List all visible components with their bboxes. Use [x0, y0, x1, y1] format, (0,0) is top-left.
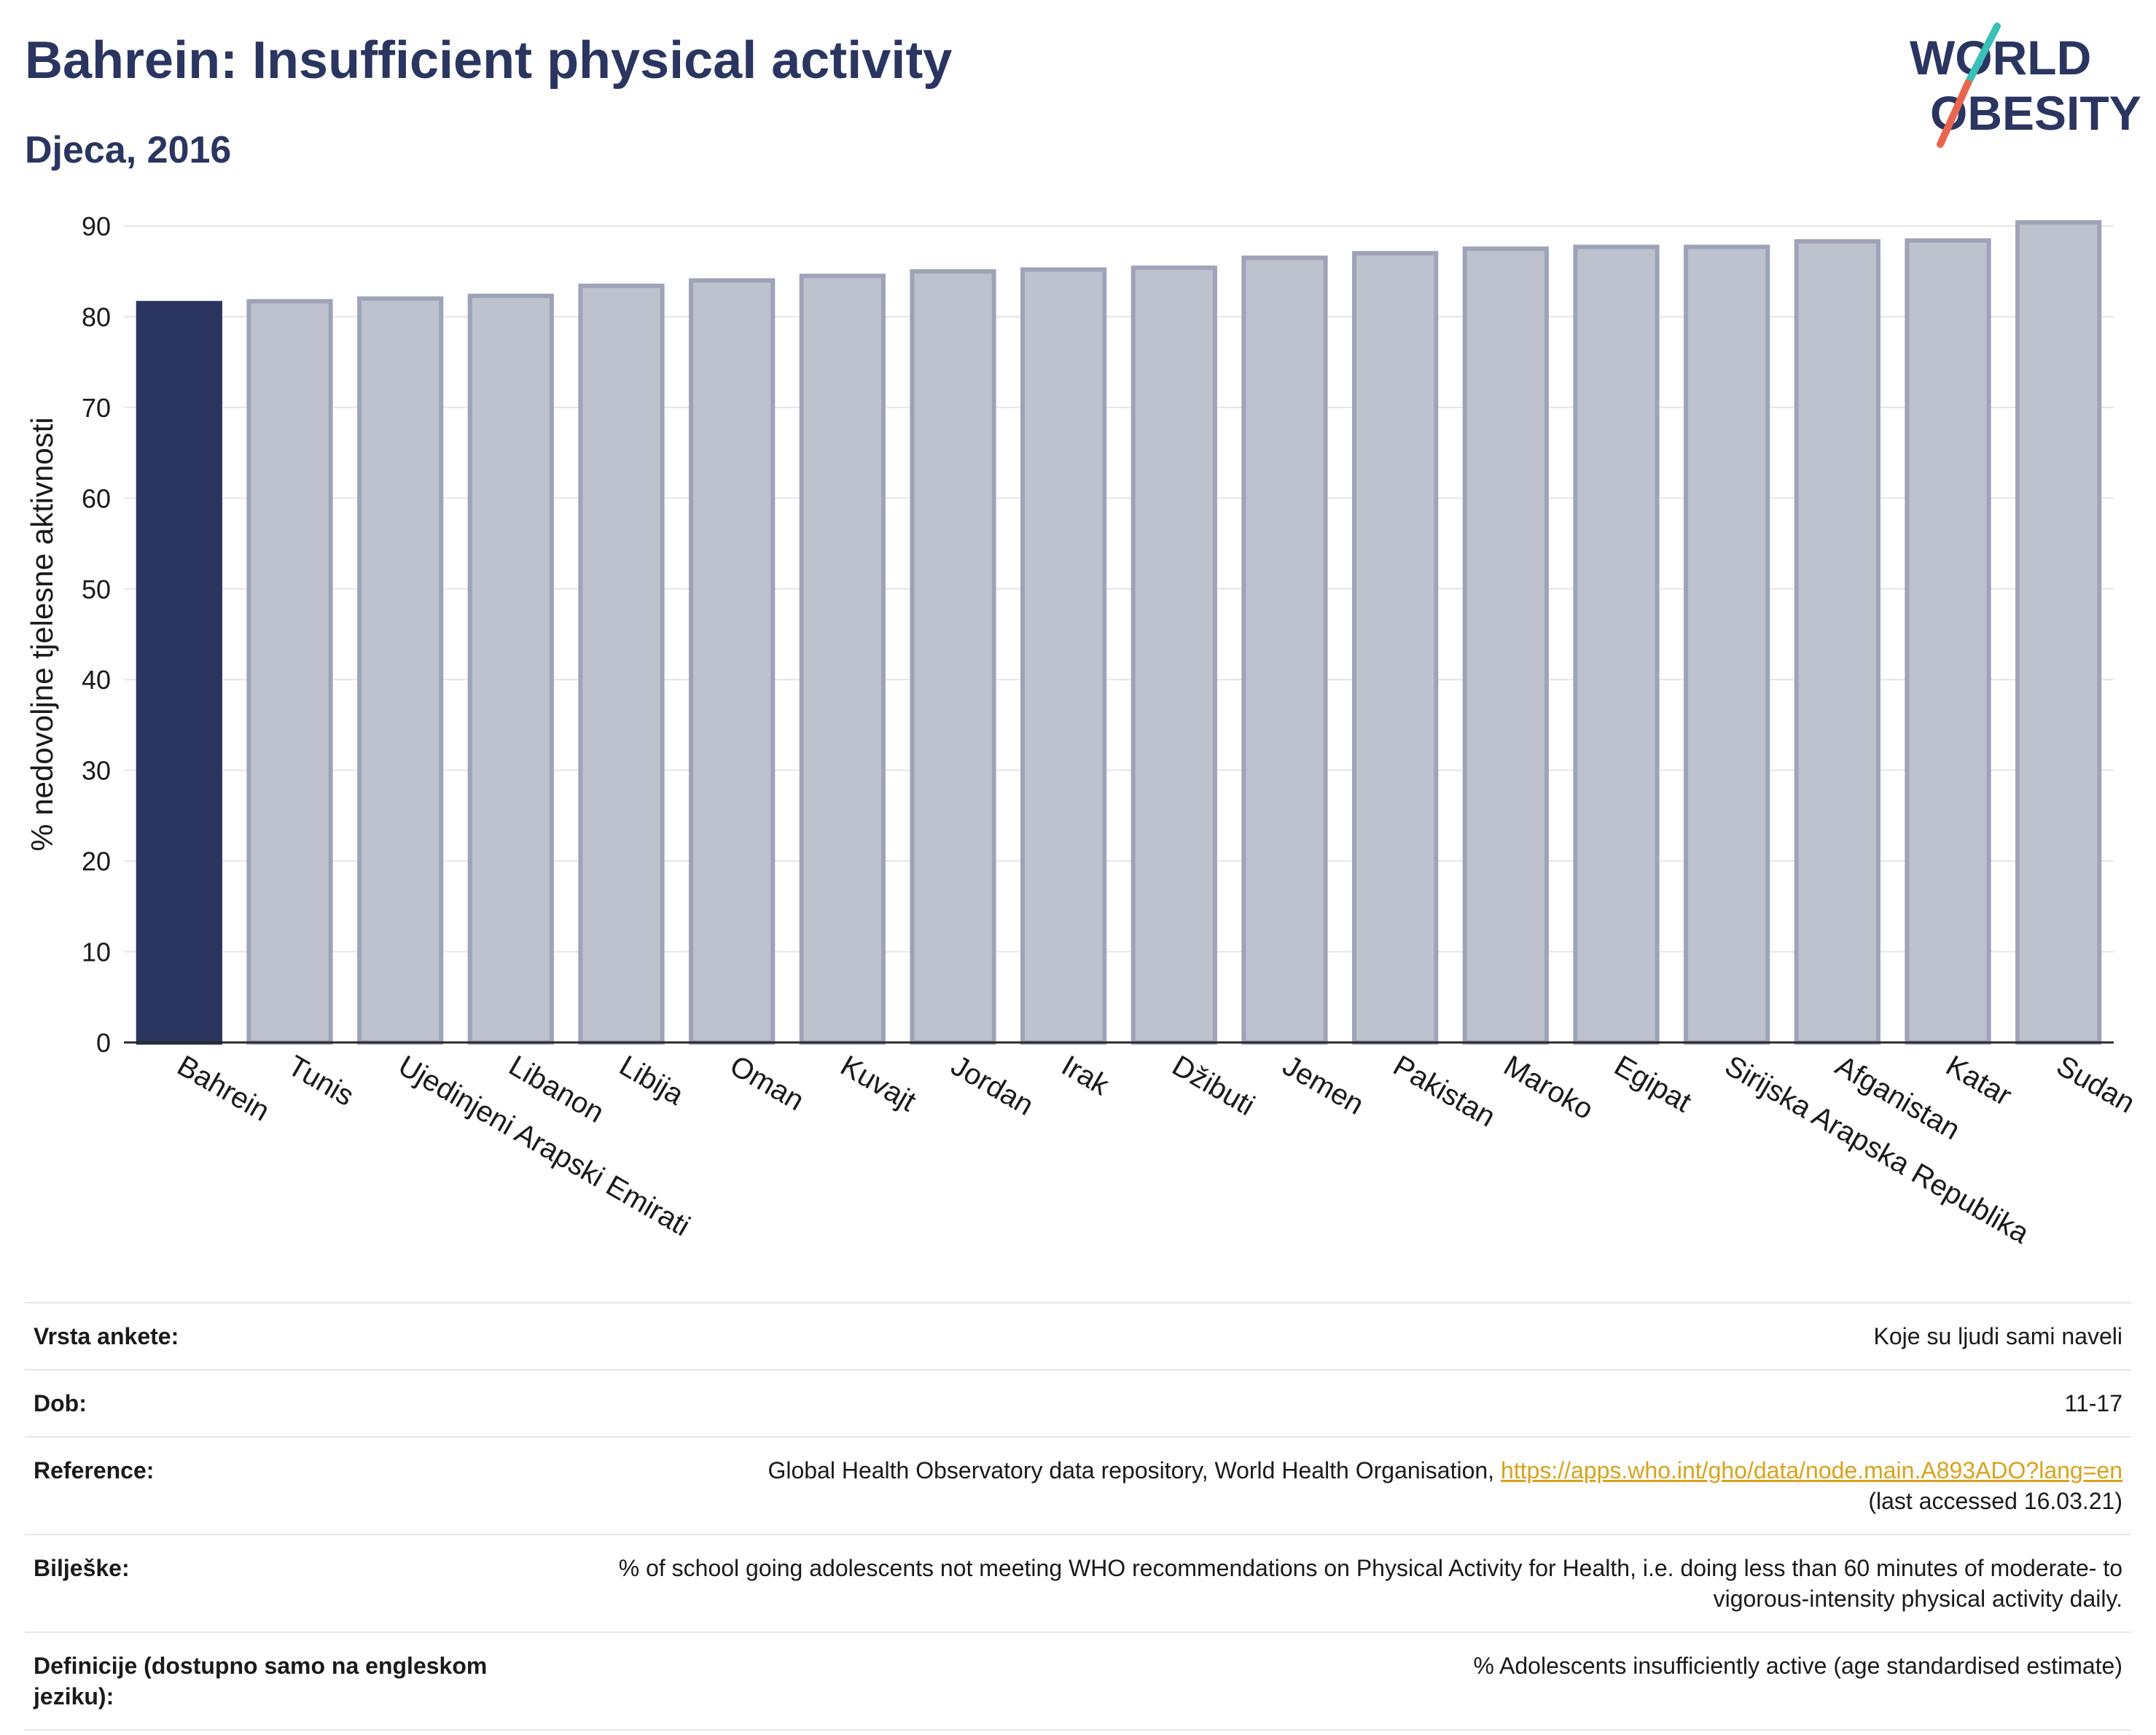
- bar-afganistan: [1794, 239, 1880, 1045]
- bar-egipat: [1573, 244, 1660, 1045]
- x-tick-label: Libija: [614, 1050, 690, 1112]
- y-axis-ticks: 0 10 20 30 40 50 60 70 80 90: [82, 211, 111, 1058]
- x-tick-label: Tunis: [282, 1050, 359, 1112]
- x-tick-label: Pakistan: [1388, 1050, 1501, 1134]
- bar-jordan: [910, 269, 996, 1045]
- reference-text: Global Health Observatory data repositor…: [768, 1457, 1501, 1483]
- meta-row-survey-type: Vrsta ankete: Koje su ljudi sami naveli: [25, 1303, 2131, 1370]
- world-obesity-logo: WORLD OBESITY: [1910, 23, 2141, 148]
- y-tick-label: 90: [82, 211, 111, 241]
- bar-katar: [1905, 238, 1991, 1045]
- bar-d-ibuti: [1130, 265, 1217, 1045]
- bar-pakistan: [1352, 251, 1439, 1045]
- x-tick-label: Džibuti: [1167, 1050, 1260, 1122]
- y-tick-label: 0: [96, 1028, 111, 1058]
- bar-sudan: [2015, 220, 2102, 1045]
- x-tick-label: Kuvajt: [835, 1050, 921, 1118]
- x-tick-label: Sudan: [2051, 1050, 2140, 1120]
- bar-chart: 0 10 20 30 40 50 60 70 80 90 Bahrein Tunis Ujedinje…: [25, 211, 2141, 1250]
- reference-link[interactable]: https://apps.who.int/gho/data/node.main.…: [1500, 1457, 2122, 1483]
- reference-accessed: (last accessed 16.03.21): [1868, 1488, 2122, 1514]
- meta-label: Dob:: [34, 1390, 87, 1416]
- meta-row-age: Dob: 11-17: [25, 1370, 2131, 1437]
- bar-maroko: [1462, 246, 1549, 1045]
- x-tick-label: Maroko: [1499, 1050, 1599, 1126]
- meta-value: % of school going adolescents not meetin…: [618, 1555, 2122, 1612]
- bar-tunis: [246, 299, 333, 1045]
- bar-jemen: [1241, 255, 1328, 1045]
- bar-kuvajt: [799, 273, 886, 1045]
- x-tick-label: Oman: [724, 1050, 809, 1118]
- y-tick-label: 70: [82, 393, 111, 423]
- meta-value: Koje su ljudi sami naveli: [1873, 1323, 2123, 1349]
- x-tick-label: Egipat: [1609, 1050, 1696, 1119]
- y-axis-title: % nedovoljne tjelesne aktivnosti: [25, 417, 59, 851]
- y-tick-label: 20: [82, 846, 111, 876]
- x-axis-labels: Bahrein Tunis Ujedinjeni Arapski EmiratiLi…: [172, 1050, 2141, 1250]
- x-tick-label: Irak: [1056, 1050, 1115, 1102]
- bar-oman: [689, 278, 776, 1045]
- y-tick-label: 40: [82, 665, 111, 695]
- meta-label: Definicije (dostupno samo na engleskom j…: [34, 1653, 488, 1709]
- logo-line1: WORLD: [1910, 31, 2091, 85]
- y-tick-label: 30: [82, 756, 111, 786]
- y-tick-label: 50: [82, 574, 111, 604]
- x-tick-label: Bahrein: [172, 1050, 275, 1128]
- meta-row-definition: Definicije (dostupno samo na engleskom j…: [25, 1632, 2131, 1730]
- x-tick-label: Jordan: [945, 1050, 1039, 1122]
- page-subtitle: Djeca, 2016: [25, 129, 232, 171]
- meta-label: Bilješke:: [34, 1555, 130, 1581]
- y-tick-label: 60: [82, 483, 111, 513]
- meta-label: Reference:: [34, 1457, 155, 1483]
- metadata-table: Vrsta ankete: Koje su ljudi sami naveli …: [25, 1302, 2131, 1731]
- bar-ujedinjeni-arapski-emirati: [357, 296, 444, 1045]
- bar-libija: [578, 284, 665, 1045]
- bar-libanon: [467, 293, 554, 1045]
- bar-sirijska-arapska-republika: [1684, 244, 1770, 1045]
- logo-accent-teal: [1964, 23, 2001, 87]
- page-title: Bahrein: Insufficient physical activity: [25, 31, 953, 90]
- y-tick-label: 80: [82, 302, 111, 332]
- bar-bahrein: [136, 300, 222, 1045]
- bars: [136, 220, 2102, 1045]
- meta-row-notes: Bilješke: % of school going adolescents …: [25, 1535, 2131, 1632]
- meta-value: % Adolescents insufficiently active (age…: [1473, 1653, 2122, 1679]
- x-tick-label: Jemen: [1277, 1050, 1369, 1121]
- x-tick-label: Katar: [1940, 1050, 2017, 1112]
- meta-label: Vrsta ankete:: [34, 1323, 179, 1349]
- meta-value: Global Health Observatory data repositor…: [567, 1437, 2131, 1535]
- grid-lines: [124, 225, 2114, 953]
- y-tick-label: 10: [82, 937, 111, 967]
- bar-irak: [1020, 267, 1107, 1045]
- meta-value: 11-17: [2064, 1390, 2122, 1416]
- meta-row-reference: Reference: Global Health Observatory dat…: [25, 1437, 2131, 1535]
- logo-accent-coral: [1937, 79, 1972, 148]
